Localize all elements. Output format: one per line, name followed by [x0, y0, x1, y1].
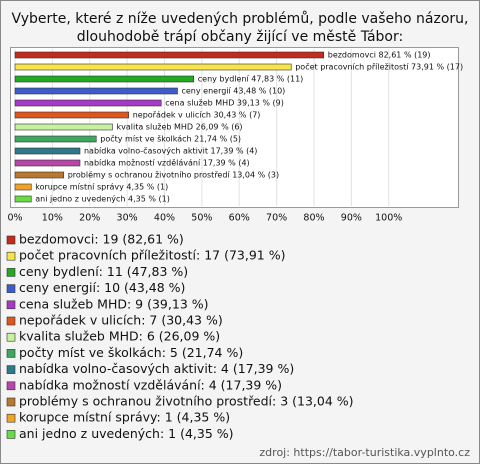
x-tick-label: 80%: [303, 213, 324, 224]
legend-swatch: [6, 268, 16, 277]
legend-swatch: [6, 413, 16, 423]
bar: [14, 195, 32, 203]
legend-label: ceny energií: 10 (43,48 %): [19, 280, 185, 295]
legend-label: korupce místní správy: 1 (4,35 %): [19, 410, 230, 425]
x-tick-label: 10%: [42, 213, 63, 224]
legend-label: kvalita služeb MHD: 6 (26,09 %): [19, 329, 220, 344]
legend-label: cena služeb MHD: 9 (39,13 %): [19, 296, 209, 311]
legend-label: nabídka možností vzdělávání: 4 (17,39 %): [19, 377, 282, 392]
legend-swatch: [6, 316, 16, 326]
bar-label: nepořádek v ulicích 30,43 % (7): [133, 111, 261, 120]
chart-title: Vyberte, které z níže uvedených problémů…: [12, 11, 469, 27]
bar: [14, 123, 113, 131]
chart-title: dlouhodobě trápí občany žijící ve městě …: [77, 29, 403, 45]
legend-label: problémy s ochranou životního prostředí:…: [19, 394, 354, 409]
legend-label: počty míst ve školkách: 5 (21,74 %): [19, 345, 243, 360]
bar-label: ceny energií 43,48 % (10): [181, 87, 285, 96]
bar-label: počet pracovních příležitostí 73,91 % (1…: [295, 62, 463, 72]
source: zdroj: https://tabor-turistika.vyplnto.c…: [259, 446, 470, 459]
x-tick-label: 70%: [266, 213, 287, 224]
bar: [14, 111, 130, 119]
bar-label: bezdomovci 82,61 % (19): [328, 51, 431, 60]
bar-label: cena služeb MHD 39,13 % (9): [165, 99, 284, 108]
x-tick-label: 90%: [341, 213, 362, 224]
bar: [14, 75, 195, 83]
x-tick-label: 50%: [191, 213, 212, 224]
legend-swatch: [6, 430, 16, 439]
legend-swatch: [6, 235, 16, 245]
legend-label: ceny bydlení: 11 (47,83 %): [19, 264, 188, 279]
x-tick-label: 0%: [7, 213, 22, 224]
legend-swatch: [6, 284, 16, 293]
bar: [14, 159, 81, 167]
legend-swatch: [6, 381, 16, 391]
bar: [14, 183, 32, 191]
bar: [14, 63, 292, 71]
x-tick-label: 30%: [117, 213, 138, 224]
bar-label: kvalita služeb MHD 26,09 % (6): [117, 123, 243, 132]
bar: [14, 135, 97, 143]
bar: [14, 147, 81, 155]
x-tick-label: 20%: [79, 213, 100, 224]
legend-swatch: [6, 349, 16, 358]
legend-swatch: [6, 397, 16, 407]
bar: [14, 51, 325, 59]
legend-label: nabídka volno-časových aktivit: 4 (17,39…: [19, 361, 294, 376]
bar-label: ceny bydlení 47,83 % (11): [198, 75, 304, 84]
legend-swatch: [6, 332, 16, 342]
legend-label: nepořádek v ulicích: 7 (30,43 %): [19, 313, 223, 328]
legend-swatch: [6, 251, 16, 261]
bar: [14, 99, 162, 107]
bar-label: nabídka volno-časových aktivit 17,39 % (…: [84, 146, 257, 156]
legend-swatch: [6, 300, 16, 310]
x-tick-label: 60%: [229, 213, 250, 224]
bar: [14, 171, 65, 179]
legend-label: bezdomovci: 19 (82,61 %): [19, 232, 184, 247]
bar-label: nabídka možností vzdělávání 17,39 % (4): [84, 159, 250, 168]
bar: [14, 87, 178, 95]
bar-label: problémy s ochranou životního prostředí …: [68, 170, 279, 180]
legend-label: počet pracovních příležitostí: 17 (73,91…: [19, 248, 285, 263]
bar-label: počty míst ve školkách 21,74 % (5): [100, 134, 241, 144]
legend-label: ani jedno z uvedených: 1 (4,35 %): [19, 426, 234, 441]
legend-swatch: [6, 365, 16, 374]
x-tick-label: 100%: [375, 213, 402, 224]
bar-label: ani jedno z uvedených 4,35 % (1): [35, 195, 170, 204]
bar-label: korupce místní správy 4,35 % (1): [35, 183, 168, 192]
x-tick-label: 40%: [154, 213, 175, 224]
